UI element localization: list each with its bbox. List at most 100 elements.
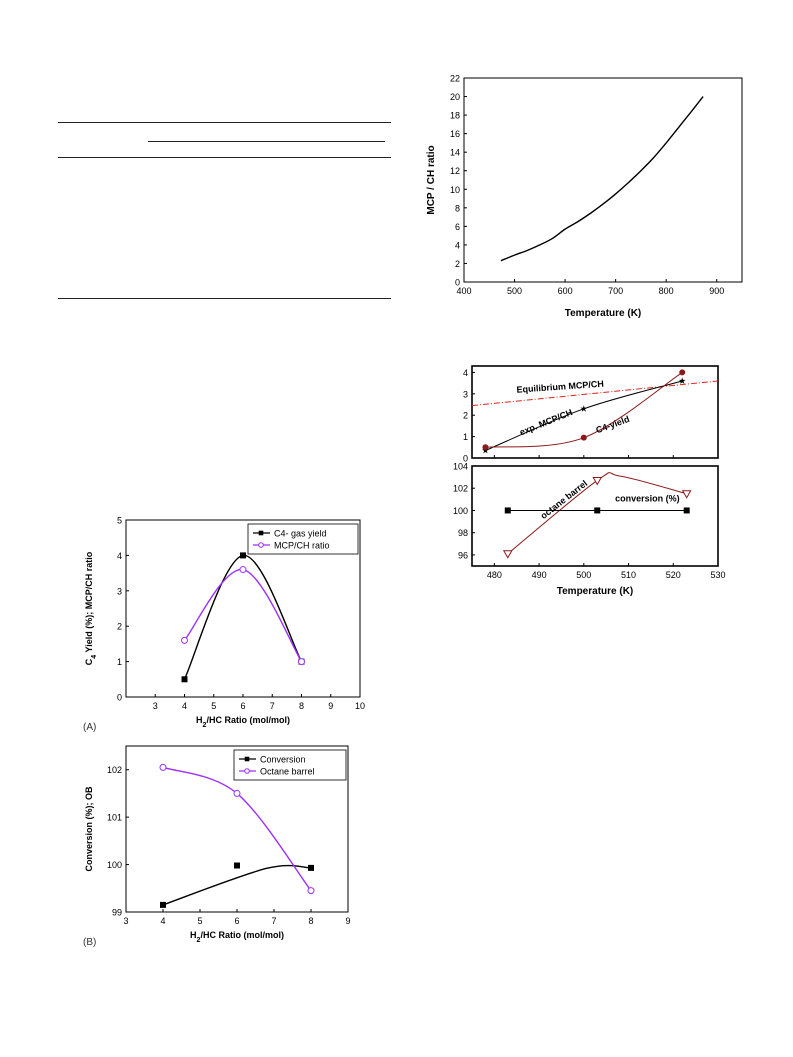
- chart-b-x-tick-label: 6: [234, 916, 239, 926]
- octane-barrel-point: [502, 550, 513, 559]
- chart-b-series-curve: [162, 864, 312, 906]
- chart-b-y-tick-label: 101: [107, 813, 122, 823]
- exp-mcp-ch-label: exp. MCP/CH: [518, 407, 574, 437]
- chart-a-point: [298, 658, 305, 666]
- temperature-two-panel-chart: 0 1 2 3 4 Equilibrium MCP/CH exp. MCP/CH C4-yie…: [453, 365, 726, 597]
- mcp-y-tick-label: 18: [450, 111, 460, 121]
- chart-a-y-tick-label: 4: [117, 551, 122, 561]
- chart-b-legend-label: Conversion: [260, 755, 306, 765]
- table-header-rule: [58, 157, 391, 158]
- octane-barrel-curve: [507, 472, 687, 555]
- chart-a-point: [240, 552, 246, 559]
- chart-b-legend-marker: [244, 756, 250, 762]
- chart-a-legend-marker: [258, 542, 264, 548]
- chart-b-point: [160, 901, 166, 908]
- chart-b-y-tick-label: 100: [107, 860, 122, 870]
- mcp-y-tick-label: 4: [455, 240, 460, 250]
- temp-bottom-plot-frame: [471, 465, 719, 567]
- chart-a-legend-marker: [258, 530, 264, 536]
- chart-a-x-tick-label: 8: [299, 701, 304, 711]
- mcp-y-tick-label: 16: [450, 129, 460, 139]
- mcp-y-tick-label: 8: [455, 203, 460, 213]
- conversion-point: [504, 507, 511, 514]
- chart-b-x-axis-label: H2/HC Ratio (mol/mol): [190, 930, 284, 944]
- chart-a-y-tick-label: 2: [117, 622, 122, 632]
- panel-label-b: (B): [83, 937, 97, 948]
- chart-a-x-axis-label: H2/HC Ratio (mol/mol): [196, 715, 290, 729]
- chart-b-y-axis-label: Conversion (%); OB: [84, 786, 94, 872]
- chart-a-axes: 3 4 5 6 7 8 9 10 0 1 2 3 4 5: [117, 516, 365, 712]
- chart-a-legend-label: MCP/CH ratio: [274, 541, 330, 551]
- temp-bottom-x-tick-label: 510: [621, 570, 636, 580]
- mcp-x-tick-label: 500: [507, 286, 522, 296]
- c4-yield-h2hc-chart: 3 4 5 6 7 8 9 10 0 1 2 3 4 5 C4- gas yield MCP/CH ratio…: [84, 516, 365, 729]
- mcp-x-axis-label: Temperature (K): [565, 308, 642, 319]
- temp-top-point: [580, 405, 588, 412]
- mcp-y-tick-label: 20: [450, 92, 460, 102]
- chart-b-point: [307, 887, 315, 895]
- mcp-x-tick-label: 900: [709, 286, 724, 296]
- chart-b-x-tick-label: 5: [197, 916, 202, 926]
- mcp-y-tick-label: 22: [450, 74, 460, 84]
- chart-b-y-tick-label: 99: [112, 908, 122, 918]
- mcp-ch-ratio-curve: [500, 96, 704, 262]
- chart-a-x-tick-label: 10: [355, 701, 365, 711]
- temp-x-axis-label: Temperature (K): [557, 586, 634, 597]
- chart-b-x-tick-label: 8: [308, 916, 313, 926]
- temp-bottom-x-tick-label: 480: [487, 570, 502, 580]
- chart-a-series-curve: [183, 554, 303, 680]
- chart-b-x-tick-label: 9: [345, 916, 350, 926]
- mcp-x-tick-label: 800: [659, 286, 674, 296]
- mcp-ch-ratio-chart: 400 500 600 700 800 900 0 2 4 6 8 10 12 14 16 18 20 22 Tem…: [426, 74, 743, 319]
- chart-b-y-tick-label: 102: [107, 765, 122, 775]
- mcp-y-tick-label: 0: [455, 278, 460, 288]
- temp-bottom-y-tick-label: 100: [453, 506, 468, 516]
- temp-top-point: [482, 444, 489, 451]
- temp-top-point: [580, 434, 587, 441]
- chart-a-legend-label: C4- gas yield: [274, 529, 327, 539]
- temp-bottom-axes: 480 490 500 510 520 530 96 98 100 102 104: [453, 462, 726, 581]
- chart-a-y-axis-label: C4 Yield (%); MCP/CH ratio: [84, 551, 98, 665]
- chart-a-x-tick-label: 4: [182, 701, 187, 711]
- chart-a-series-curve: [183, 568, 303, 662]
- mcp-x-tick-label: 600: [558, 286, 573, 296]
- temp-bottom-x-tick-label: 520: [666, 570, 681, 580]
- chart-b-legend-marker: [244, 768, 250, 774]
- chart-a-y-tick-label: 3: [117, 586, 122, 596]
- mcp-y-axis-label: MCP / CH ratio: [426, 145, 437, 214]
- temp-bottom-y-tick-label: 96: [458, 550, 468, 560]
- mcp-y-tick-label: 14: [450, 148, 460, 158]
- mcp-x-tick-label: 400: [456, 286, 471, 296]
- table-bottom-rule: [58, 298, 391, 299]
- chart-a-point: [239, 566, 247, 574]
- equilibrium-mcp-ch-label: Equilibrium MCP/CH: [516, 379, 604, 395]
- temp-top-plot-frame: [471, 365, 719, 459]
- octane-barrel-label: octane barrel: [539, 478, 590, 521]
- mcp-x-tick-label: 700: [608, 286, 623, 296]
- temp-top-axes: 0 1 2 3 4: [463, 365, 719, 464]
- chart-a-x-tick-label: 9: [328, 701, 333, 711]
- chart-b-x-tick-label: 7: [271, 916, 276, 926]
- chart-b-x-tick-label: 3: [123, 916, 128, 926]
- temp-bottom-x-tick-label: 490: [532, 570, 547, 580]
- chart-b-point: [233, 789, 241, 797]
- table-top-rule: [58, 122, 391, 123]
- temp-bottom-y-tick-label: 102: [453, 484, 468, 494]
- chart-a-x-tick-label: 6: [240, 701, 245, 711]
- mcp-plot-frame: [463, 77, 743, 283]
- chart-a-x-tick-label: 5: [211, 701, 216, 711]
- chart-b-series-curve: [162, 766, 312, 892]
- chart-b-point: [234, 862, 240, 869]
- conversion-point: [683, 507, 690, 514]
- temp-bottom-x-tick-label: 500: [576, 570, 591, 580]
- mcp-y-tick-label: 10: [450, 185, 460, 195]
- mcp-y-tick-label: 2: [455, 259, 460, 269]
- chart-a-y-tick-label: 1: [117, 657, 122, 667]
- chart-b-point: [159, 763, 167, 771]
- chart-a-x-tick-label: 7: [270, 701, 275, 711]
- temp-top-y-tick-label: 3: [463, 389, 468, 399]
- chart-b-point: [308, 864, 314, 871]
- panel-label-a: (A): [83, 722, 97, 733]
